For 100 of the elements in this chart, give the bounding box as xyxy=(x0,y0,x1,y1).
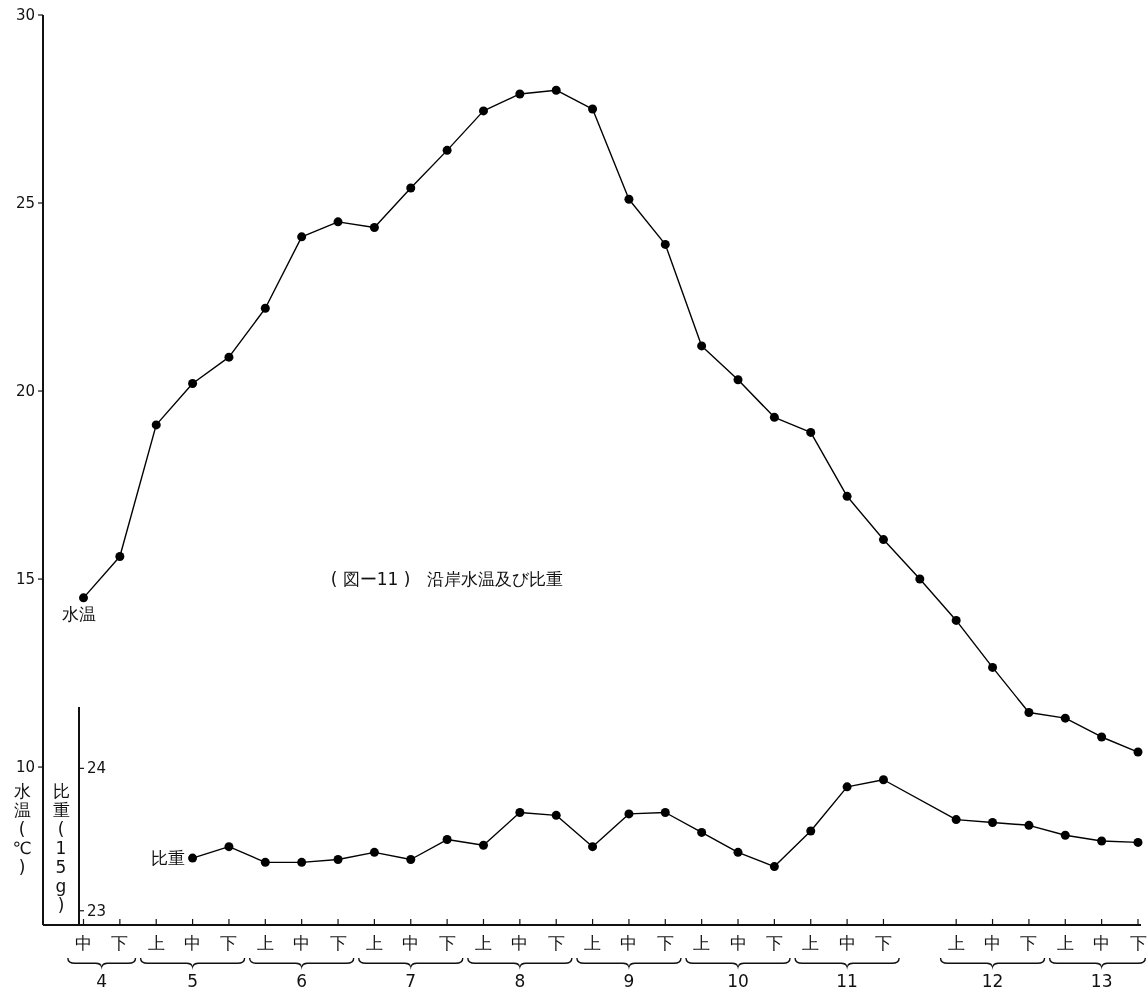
y-tick-label: 20 xyxy=(15,382,35,401)
x-tick-label: 下 xyxy=(765,933,783,953)
point xyxy=(224,842,234,852)
point xyxy=(697,341,707,351)
x-tick-label: 中 xyxy=(838,933,856,953)
point xyxy=(988,817,998,827)
text: 4 xyxy=(96,971,108,991)
x-tick-label: 上 xyxy=(1056,933,1074,953)
x-tick-label: 上 xyxy=(802,933,820,953)
x-tick-label: 上 xyxy=(947,933,965,953)
point xyxy=(1024,820,1034,830)
text: 12 xyxy=(981,971,1004,991)
point xyxy=(515,808,525,817)
point xyxy=(442,835,452,845)
point xyxy=(406,183,416,193)
x-tick-label: 中 xyxy=(620,933,638,953)
point xyxy=(297,857,307,867)
point xyxy=(188,379,198,389)
point xyxy=(515,89,525,99)
point xyxy=(624,809,634,819)
x-tick-label: 中 xyxy=(984,933,1002,953)
x-tick-label: 中 xyxy=(293,933,311,953)
x-tick-label: 下 xyxy=(438,933,456,953)
x-tick-label: 中 xyxy=(729,933,747,953)
text: 9 xyxy=(623,971,635,991)
text: 11 xyxy=(836,971,858,991)
y2-tick-label: 23 xyxy=(87,901,107,920)
point xyxy=(551,810,561,820)
point xyxy=(333,854,343,864)
text: 8 xyxy=(514,971,526,991)
x-tick-label: 上 xyxy=(693,933,711,953)
point xyxy=(915,574,925,584)
point xyxy=(260,303,270,313)
text: 5 xyxy=(187,971,198,991)
point xyxy=(478,106,488,116)
point xyxy=(769,862,779,872)
point xyxy=(697,827,707,837)
point xyxy=(842,782,852,792)
x-tick-label: 上 xyxy=(584,933,602,953)
y-tick-label: 10 xyxy=(15,758,35,777)
point xyxy=(478,840,488,850)
y2-tick-label: 24 xyxy=(87,759,107,778)
point xyxy=(1133,747,1143,757)
x-tick-label: 下 xyxy=(1129,933,1147,953)
point xyxy=(733,375,743,385)
point xyxy=(878,535,888,545)
x-tick-label: 中 xyxy=(1093,933,1111,953)
point xyxy=(79,593,88,603)
point xyxy=(624,194,634,204)
x-tick-label: 上 xyxy=(365,933,383,953)
point xyxy=(842,491,852,501)
point xyxy=(151,420,161,430)
point xyxy=(333,217,343,227)
x-tick-label: 中 xyxy=(75,933,92,953)
y-axis-title: 水温(℃) xyxy=(12,781,32,878)
point xyxy=(733,847,743,857)
point xyxy=(988,662,998,672)
point xyxy=(551,85,561,95)
point xyxy=(1060,713,1070,723)
point xyxy=(769,412,779,422)
x-tick-label: 中 xyxy=(511,933,529,953)
x-tick-label: 下 xyxy=(656,933,674,953)
text: 6 xyxy=(296,971,308,991)
point xyxy=(1097,732,1107,742)
text: 7 xyxy=(405,971,417,991)
y-tick-label: 30 xyxy=(15,6,35,24)
point xyxy=(115,551,125,561)
point xyxy=(1097,836,1107,846)
point xyxy=(588,104,598,114)
x-tick-label: 下 xyxy=(1020,933,1038,953)
series-label: 水温 xyxy=(61,603,96,624)
point xyxy=(224,352,234,362)
point xyxy=(878,775,888,785)
x-tick-label: 中 xyxy=(402,933,420,953)
x-tick-label: 下 xyxy=(874,933,892,953)
x-tick-label: 下 xyxy=(220,933,238,953)
x-tick-label: 上 xyxy=(147,933,165,953)
point xyxy=(1060,830,1070,840)
point xyxy=(951,615,961,625)
point xyxy=(188,853,198,863)
point xyxy=(588,842,598,852)
point xyxy=(442,145,452,155)
y-tick-label: 15 xyxy=(15,570,35,589)
text: 10 xyxy=(727,971,749,991)
point xyxy=(660,808,670,817)
text: ( 図ー11 ) 沿岸水温及び比重 xyxy=(330,569,564,590)
y-tick-label: 25 xyxy=(15,194,35,213)
x-tick-label: 下 xyxy=(111,933,129,953)
point xyxy=(369,847,379,857)
point xyxy=(951,815,961,825)
x-tick-label: 下 xyxy=(547,933,565,953)
point xyxy=(297,232,307,242)
x-tick-label: 上 xyxy=(256,933,274,953)
x-tick-label: 中 xyxy=(184,933,202,953)
point xyxy=(806,826,816,836)
point xyxy=(369,222,379,232)
x-tick-label: 下 xyxy=(329,933,347,953)
point xyxy=(660,239,670,249)
point xyxy=(406,854,416,864)
x-tick-label: 上 xyxy=(474,933,492,953)
